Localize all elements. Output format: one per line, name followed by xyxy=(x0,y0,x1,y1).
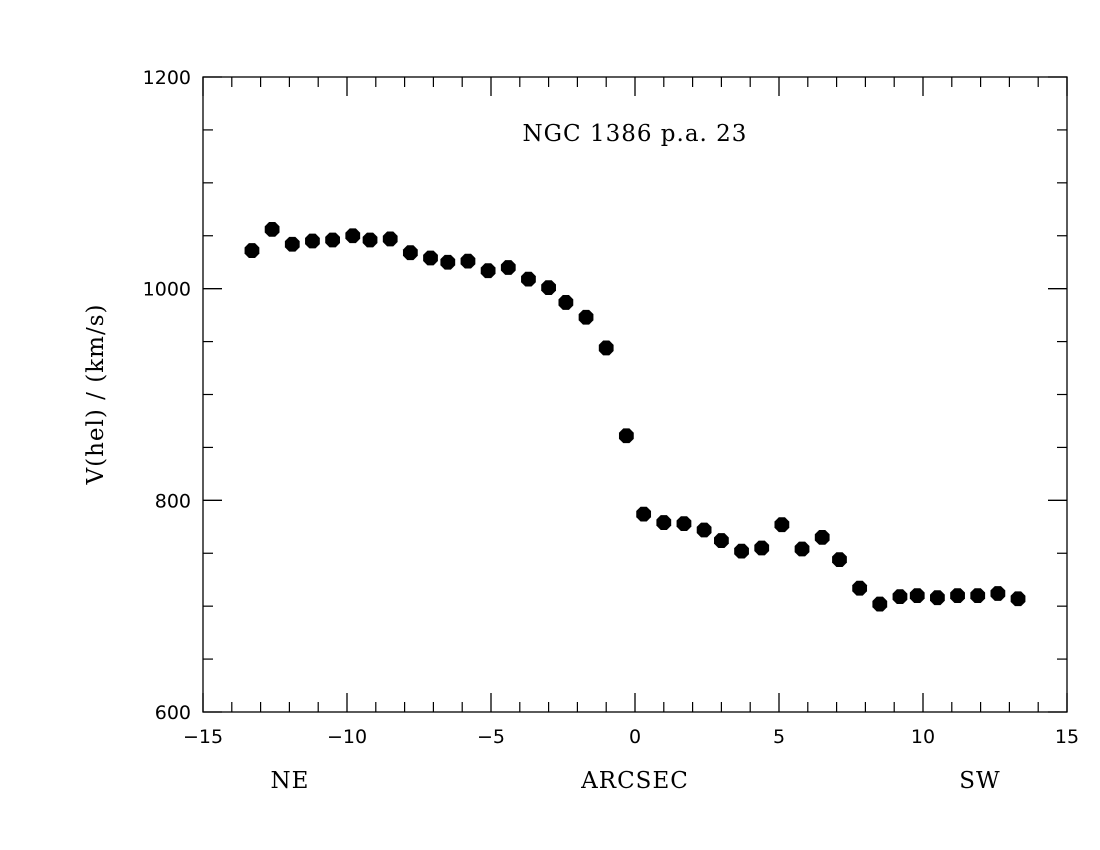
chart-title: NGC 1386 p.a. 23 xyxy=(523,121,748,147)
data-point xyxy=(636,506,652,522)
data-point xyxy=(892,589,908,605)
x-tick-label: 10 xyxy=(911,726,935,748)
data-point xyxy=(264,222,280,237)
data-point xyxy=(423,250,438,266)
data-point xyxy=(656,515,672,530)
data-point xyxy=(872,596,888,612)
data-point xyxy=(754,540,770,556)
data-point xyxy=(284,236,300,252)
data-point xyxy=(970,588,986,603)
x-tick-label: 15 xyxy=(1055,726,1079,748)
data-point xyxy=(440,254,456,270)
data-point xyxy=(382,231,398,247)
data-point xyxy=(774,517,790,533)
data-point xyxy=(305,233,320,249)
x-tick-label: −15 xyxy=(183,726,223,748)
y-tick-label: 1000 xyxy=(143,279,191,301)
y-tick-labels: 600 800 1000 1200 xyxy=(143,67,191,724)
x-axis-label: ARCSEC xyxy=(580,768,689,794)
data-point xyxy=(500,260,516,275)
x-tick-labels: −15 −10 −5 0 5 10 15 xyxy=(183,726,1079,748)
data-point xyxy=(832,552,847,567)
data-point xyxy=(990,586,1006,601)
data-point xyxy=(244,243,260,258)
y-tick-label: 1200 xyxy=(143,67,191,89)
data-point xyxy=(558,295,574,310)
x-tick-label: 5 xyxy=(773,726,785,748)
x-tick-label: 0 xyxy=(629,726,641,748)
data-point xyxy=(325,232,340,248)
data-point xyxy=(930,590,945,606)
data-point xyxy=(909,588,925,603)
y-tick-label: 600 xyxy=(155,702,191,724)
data-point xyxy=(734,543,749,559)
y-tick-label: 800 xyxy=(155,490,191,512)
data-point xyxy=(696,522,712,538)
y-axis-label: V(hel) / (km/s) xyxy=(83,304,109,486)
major-ticks xyxy=(202,76,1068,713)
data-point xyxy=(852,580,868,596)
annotation-ne: NE xyxy=(271,768,310,794)
data-point xyxy=(794,541,810,557)
data-point xyxy=(480,263,496,279)
x-tick-label: −10 xyxy=(327,726,367,748)
data-point xyxy=(460,253,476,269)
data-point xyxy=(541,280,556,295)
data-point xyxy=(402,245,418,261)
data-point xyxy=(814,529,830,545)
data-point xyxy=(714,533,729,548)
data-point xyxy=(345,228,361,244)
data-point xyxy=(598,340,614,356)
data-point xyxy=(578,309,594,325)
x-tick-label: −5 xyxy=(477,726,505,748)
data-point xyxy=(676,516,692,532)
plot-frame xyxy=(202,76,1068,713)
data-point xyxy=(362,232,378,248)
data-point xyxy=(618,428,634,444)
data-points xyxy=(244,222,1026,612)
data-point xyxy=(1010,591,1026,607)
data-point xyxy=(521,271,536,287)
data-point xyxy=(950,588,965,603)
annotation-sw: SW xyxy=(959,768,1000,794)
minor-ticks xyxy=(203,77,1067,712)
